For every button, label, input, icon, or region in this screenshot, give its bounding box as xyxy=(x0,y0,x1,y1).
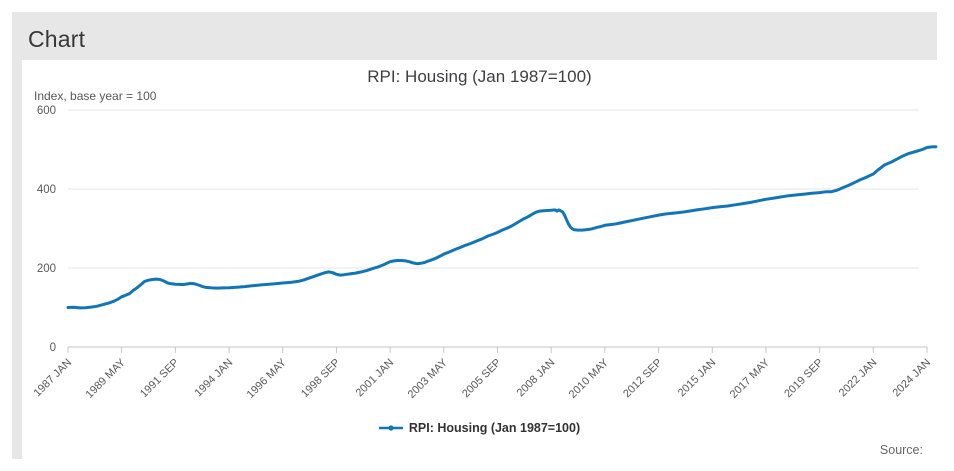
x-tick-label: 1991 SEP xyxy=(138,357,182,401)
y-tick-label-0: 0 xyxy=(50,342,56,354)
x-tick-label: 2008 JAN xyxy=(515,357,558,400)
section-heading: Chart xyxy=(28,26,86,52)
x-tick-label: 1989 MAY xyxy=(84,356,129,401)
source-label: Source: xyxy=(879,443,923,457)
x-tick-label: 2024 JAN xyxy=(890,357,933,400)
x-tick-label: 2022 JAN xyxy=(837,357,880,400)
x-tick-label: 2019 SEP xyxy=(782,357,826,401)
x-tick-label: 2003 MAY xyxy=(406,356,451,401)
x-tick-label: 2012 SEP xyxy=(621,357,665,401)
y-tick-label-400: 400 xyxy=(37,184,56,196)
y-tick-label-200: 200 xyxy=(37,263,56,275)
x-tick-label: 2005 SEP xyxy=(460,357,504,401)
x-tick-label: 1998 SEP xyxy=(299,357,343,401)
x-tick-label: 1994 JAN xyxy=(193,357,236,400)
chart-title: RPI: Housing (Jan 1987=100) xyxy=(367,67,592,86)
x-tick-label: 2010 MAY xyxy=(567,356,612,401)
legend-label: RPI: Housing (Jan 1987=100) xyxy=(408,421,581,435)
legend-line-marker-icon xyxy=(378,425,403,431)
legend-item-rpi-housing[interactable]: RPI: Housing (Jan 1987=100) xyxy=(22,420,937,438)
series-line-rpi-housing[interactable] xyxy=(66,145,938,310)
y-axis-unit-label: Index, base year = 100 xyxy=(34,89,157,103)
chart-card xyxy=(22,60,937,459)
x-tick-label: 2015 JAN xyxy=(676,357,719,400)
x-tick-label: 1996 MAY xyxy=(245,356,290,401)
y-tick-label-600: 600 xyxy=(37,105,56,117)
x-tick-label: 2001 JAN xyxy=(354,357,397,400)
x-tick-label: 2017 MAY xyxy=(728,356,773,401)
x-tick-label: 1987 JAN xyxy=(31,357,74,400)
